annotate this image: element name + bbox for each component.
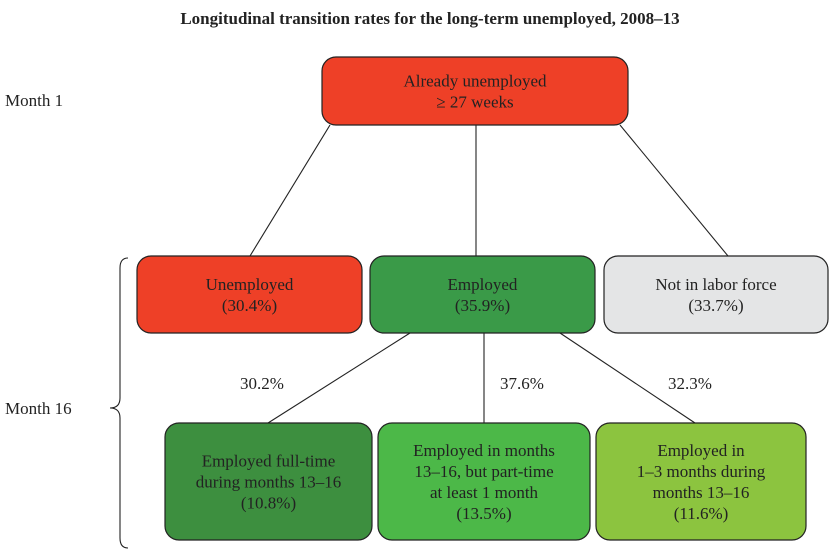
node-label: months 13–16 [653,483,750,502]
node-box [321,56,629,126]
connector [619,124,729,257]
connector [559,332,696,424]
node-label: 1–3 months during [637,462,766,481]
node-label: Employed [448,275,518,294]
node-label: Already unemployed [403,72,547,91]
node-label: (30.4%) [222,296,277,315]
node-label: Unemployed [206,275,294,294]
node-box [603,255,829,334]
node-label: during months 13–16 [196,473,341,492]
node-label: (33.7%) [688,296,743,315]
node-box [164,422,373,541]
node-label: (10.8%) [241,494,296,513]
row-label: Month 16 [5,399,72,418]
connector [267,332,411,424]
node-box [136,255,363,334]
node-label: Employed in months [413,441,555,460]
node-label: (11.6%) [674,504,729,523]
edge-label: 30.2% [240,374,284,393]
edge-label: 32.3% [668,374,712,393]
node-label: at least 1 month [430,483,539,502]
brace [109,257,129,549]
node-label: (35.9%) [455,296,510,315]
edge-label: 37.6% [500,374,544,393]
title: Longitudinal transition rates for the lo… [180,9,679,28]
connector [249,124,331,257]
node-box [595,422,807,541]
node-label: 13–16, but part-time [414,462,553,481]
node-box [369,255,596,334]
node-label: Not in labor force [655,275,776,294]
node-label: (13.5%) [456,504,511,523]
node-label: Employed full-time [202,452,336,471]
node-box [377,422,591,541]
node-label: Employed in [657,441,745,460]
node-label: ≥ 27 weeks [436,93,513,112]
row-label: Month 1 [5,91,63,110]
